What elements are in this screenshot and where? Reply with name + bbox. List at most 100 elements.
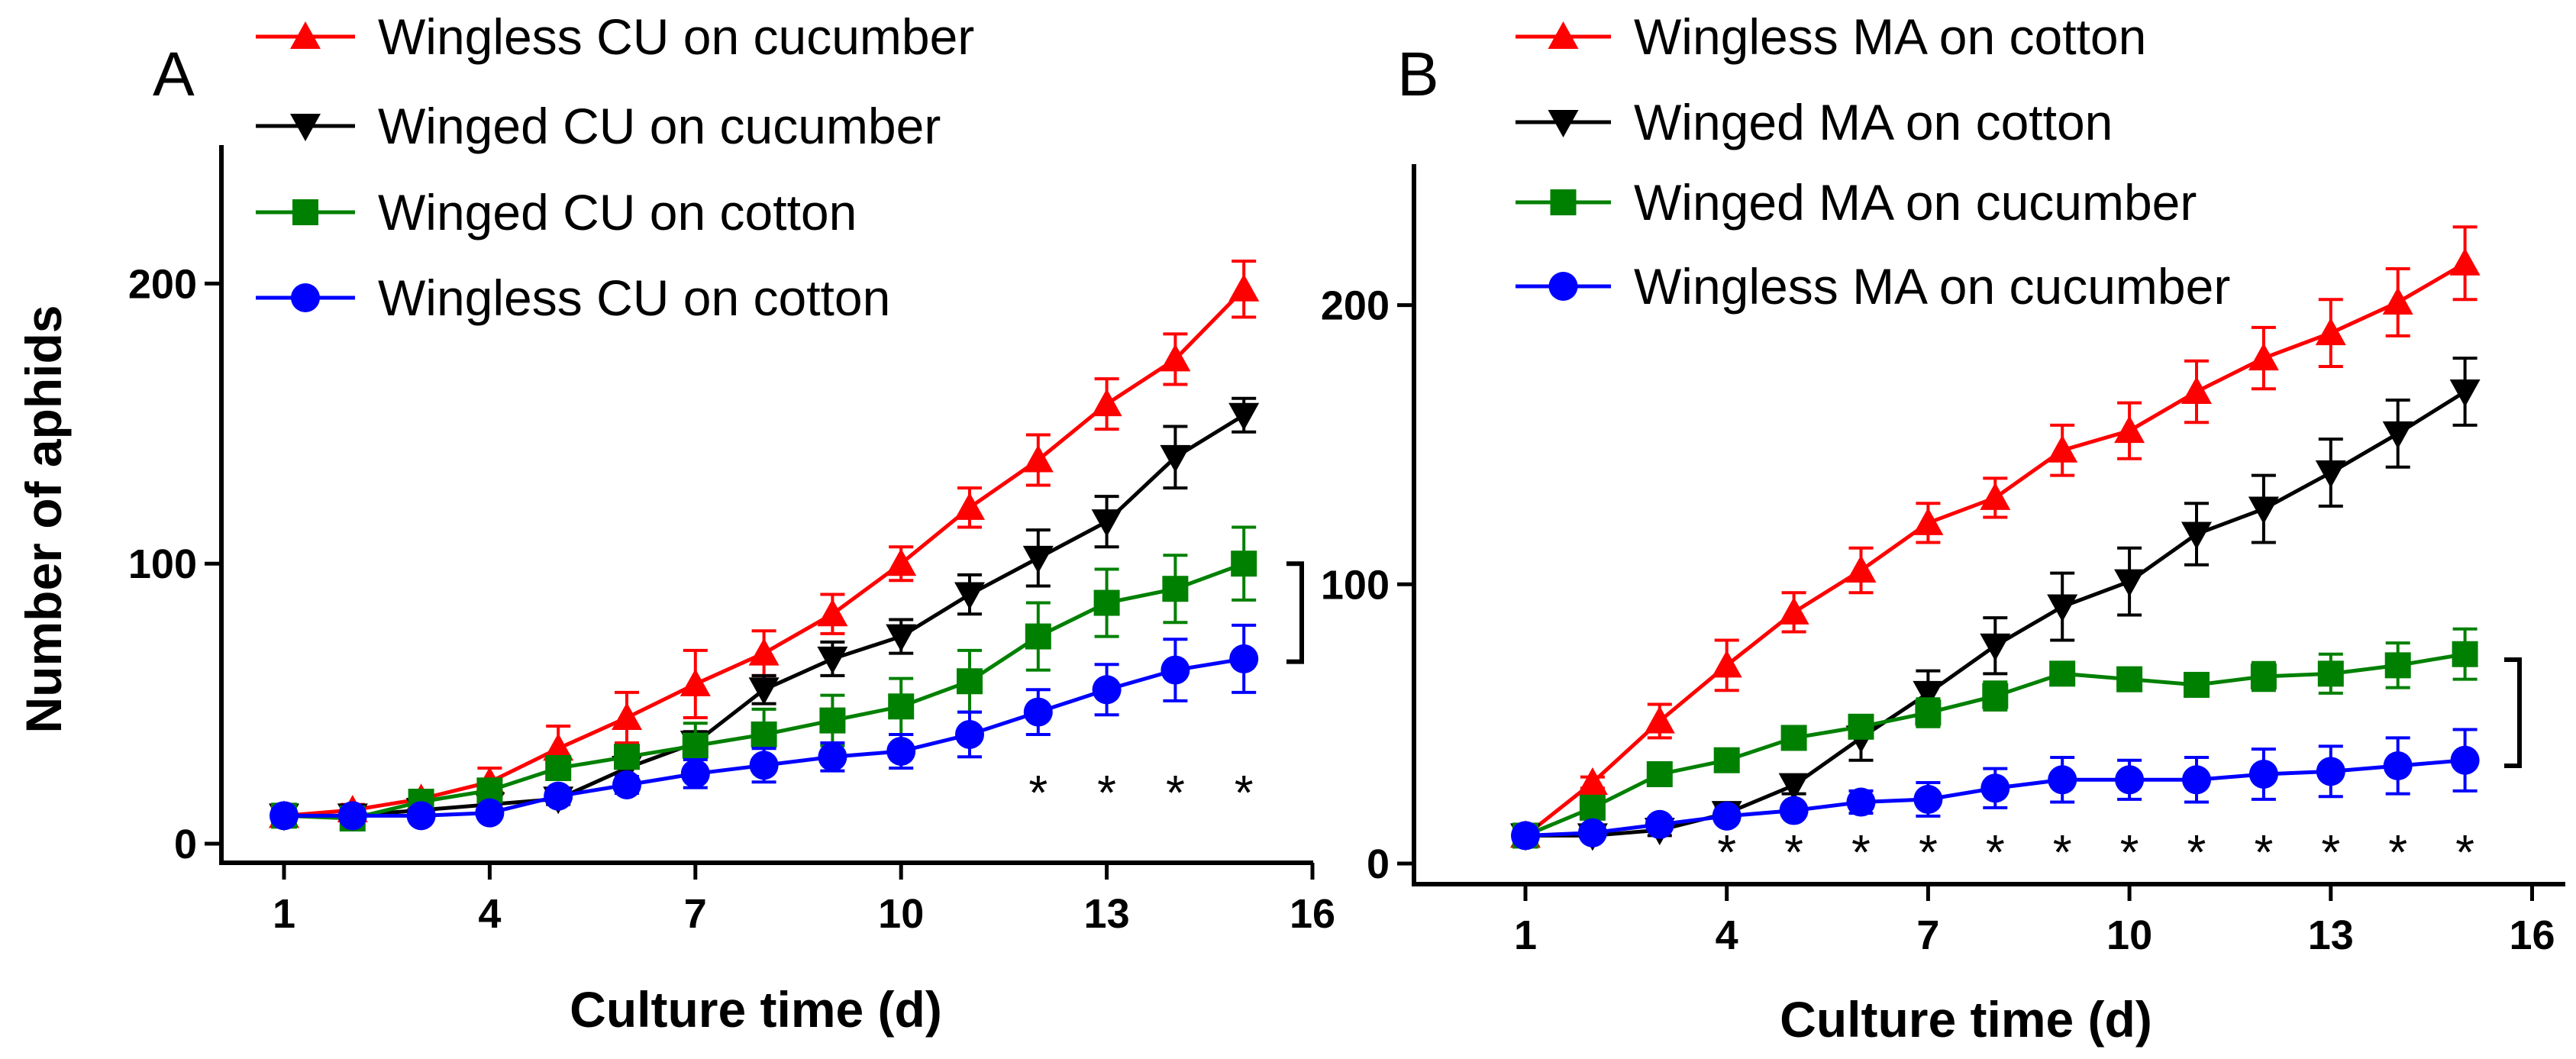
legend-entry: Wingless CU on cucumber (256, 8, 974, 65)
data-point (1915, 699, 1942, 726)
y-tick-label: 200 (1321, 283, 1390, 329)
legend-marker (1548, 272, 1578, 301)
data-point (1160, 344, 1191, 372)
y-tick-label: 0 (1367, 841, 1390, 887)
data-point (1646, 760, 1673, 787)
data-point (886, 548, 917, 576)
data-point (1577, 818, 1607, 848)
legend-entry: Winged MA on cucumber (1516, 174, 2197, 231)
data-point (1980, 482, 2011, 510)
x-tick-label: 10 (878, 891, 924, 937)
data-point (1913, 784, 1943, 814)
legend-marker (1548, 21, 1579, 49)
legend-entry: Winged CU on cucumber (256, 98, 941, 154)
significance-bracket (1286, 561, 1304, 664)
data-point (1980, 633, 2011, 661)
data-point (2450, 745, 2480, 775)
data-point (954, 492, 985, 520)
significance-asterisk: * (2120, 825, 2139, 880)
significance-bracket (2504, 657, 2522, 769)
y-axis-title: Number of aphids (15, 305, 72, 733)
data-point (1778, 596, 1809, 625)
data-point (545, 754, 572, 781)
data-point (1780, 725, 1807, 751)
x-tick-label: 13 (1084, 891, 1130, 937)
data-point (1231, 550, 1257, 577)
significance-asterisk: * (2455, 825, 2474, 880)
data-point (2452, 641, 2478, 667)
data-point (1091, 509, 1122, 538)
data-point (2047, 594, 2078, 622)
data-point (1711, 650, 1742, 678)
data-point (1848, 713, 1874, 740)
data-point (680, 668, 711, 696)
data-point (1778, 773, 1809, 801)
significance-asterisk: * (2187, 825, 2206, 880)
y-tick-label: 100 (128, 541, 197, 587)
x-tick-label: 16 (1290, 891, 1335, 937)
data-point (337, 801, 367, 831)
data-point (954, 582, 985, 610)
data-point (748, 638, 780, 666)
data-point (886, 624, 917, 652)
series-wingless-ma-on-cotton (1510, 225, 2481, 848)
data-point (2048, 765, 2077, 795)
x-axis-title: Culture time (d) (1780, 991, 2152, 1048)
data-point (1579, 794, 1606, 821)
series-wingless-cu-on-cotton (270, 623, 1259, 831)
data-point (2181, 521, 2212, 550)
data-point (1913, 680, 1944, 709)
data-point (612, 770, 641, 799)
data-point (1093, 589, 1120, 616)
data-point (817, 599, 848, 627)
data-point (2047, 434, 2078, 463)
y-tick-label: 0 (174, 822, 197, 867)
data-point (748, 677, 780, 705)
significance-asterisk: * (1028, 765, 1048, 820)
data-point (1228, 402, 1260, 431)
data-point (2449, 247, 2481, 276)
data-point (1577, 767, 1608, 795)
data-point (1022, 545, 1054, 573)
data-point (1982, 683, 2009, 709)
legend-marker (292, 199, 318, 225)
data-point (1162, 576, 1189, 602)
data-point (406, 801, 436, 831)
legend-entry: Wingless CU on cotton (256, 270, 890, 326)
x-tick-label: 10 (2106, 912, 2152, 958)
data-point (1228, 273, 1260, 302)
data-point (1845, 555, 1877, 583)
data-point (2181, 376, 2212, 404)
x-tick-label: 7 (684, 891, 707, 937)
significance-asterisk: * (2321, 825, 2340, 880)
data-point (955, 719, 984, 749)
data-point (1913, 507, 1944, 535)
data-point (1160, 655, 1190, 685)
legend-entry: Wingless MA on cotton (1516, 8, 2146, 65)
data-point (817, 646, 848, 674)
data-point (2383, 751, 2413, 781)
panel-b: B 0 100 200 1 4 7 10 13 16 Culture time (d) Wingles… (1321, 8, 2565, 1048)
legend-label: Winged CU on cotton (378, 184, 857, 241)
panel-letter: B (1397, 40, 1439, 109)
data-point (819, 707, 846, 734)
legend-entry: Wingless MA on cucumber (1516, 258, 2230, 315)
data-point (475, 798, 505, 828)
x-tick-label: 13 (2308, 912, 2354, 958)
legend-label: Winged CU on cucumber (378, 98, 941, 154)
significance-asterisk: * (1166, 765, 1185, 820)
data-point (751, 721, 777, 747)
x-tick-label: 4 (1716, 912, 1738, 958)
significance-asterisk: * (2388, 825, 2407, 880)
data-point (2184, 671, 2210, 698)
data-point (1980, 773, 2010, 803)
legend-marker (290, 114, 321, 141)
legend-label: Wingless CU on cotton (378, 270, 890, 326)
significance-asterisk: * (2254, 825, 2273, 880)
significance-asterisk: * (2053, 825, 2072, 880)
data-point (957, 668, 983, 695)
data-point (2248, 759, 2278, 789)
series-line (1524, 261, 2466, 838)
data-point (2248, 343, 2279, 371)
data-point (682, 732, 709, 759)
